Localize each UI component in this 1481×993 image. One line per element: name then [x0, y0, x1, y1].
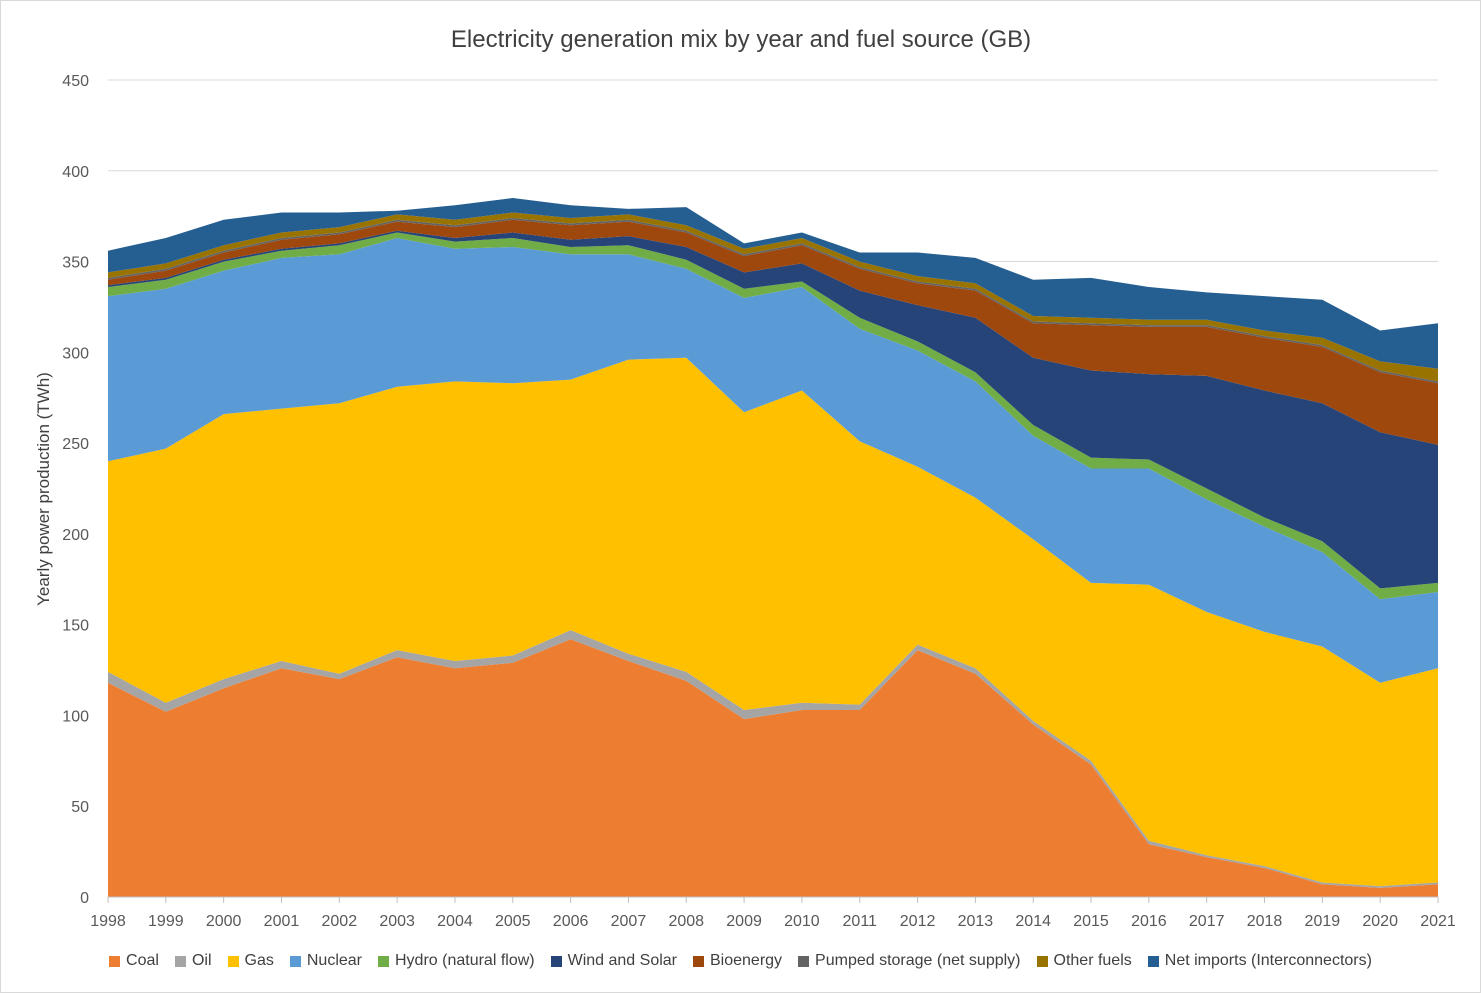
- legend-label: Coal: [126, 952, 159, 969]
- y-tick-label: 150: [62, 618, 89, 635]
- area-coal: [108, 639, 1438, 897]
- legend: Coal Oil Gas Nuclear Hydro (natural flow) Win…: [0, 952, 1481, 970]
- x-tick-label: 2017: [1189, 913, 1225, 930]
- x-tick-label: 2008: [668, 913, 704, 930]
- legend-label: Nuclear: [306, 952, 362, 969]
- legend-item: Wind and Solar: [550, 952, 677, 970]
- y-tick-label: 400: [62, 164, 89, 181]
- x-tick-label: 2003: [379, 913, 415, 930]
- legend-swatch: [550, 955, 562, 967]
- x-tick-label: 2010: [784, 913, 820, 930]
- legend-swatch: [289, 955, 301, 967]
- legend-label: Other fuels: [1053, 952, 1132, 969]
- legend-label: Wind and Solar: [567, 952, 677, 969]
- x-tick-label: 2019: [1305, 913, 1341, 930]
- x-tick-label: 2006: [553, 913, 589, 930]
- y-tick-label: 450: [62, 73, 89, 90]
- area-other-fuels: [108, 212, 1438, 382]
- legend-swatch: [227, 955, 239, 967]
- x-tick-label: 2001: [264, 913, 300, 930]
- y-tick-label: 200: [62, 527, 89, 544]
- legend-swatch: [798, 955, 810, 967]
- legend-swatch: [1036, 955, 1048, 967]
- legend-label: Bioenergy: [710, 952, 783, 969]
- x-tick-label: 2002: [322, 913, 358, 930]
- legend-item: Coal: [109, 952, 159, 970]
- y-tick-label: 300: [62, 345, 89, 362]
- x-tick-label: 1998: [90, 913, 126, 930]
- legend-item: Oil: [174, 952, 212, 970]
- legend-label: Oil: [191, 952, 212, 969]
- x-tick-label: 2021: [1420, 913, 1456, 930]
- legend-item: Pumped storage (net supply): [798, 952, 1021, 970]
- y-tick-label: 350: [62, 255, 89, 272]
- area-nuclear: [108, 238, 1438, 683]
- y-axis-label: Yearly power production (TWh): [34, 372, 53, 606]
- chart-title: Electricity generation mix by year and f…: [451, 26, 1031, 53]
- x-tick-label: 2018: [1247, 913, 1283, 930]
- x-tick-label: 2016: [1131, 913, 1167, 930]
- axes: 0 50 100 150 200 250 300 350 400 450 1998 1999 2000 2…: [62, 73, 1456, 930]
- x-tick-label: 1999: [148, 913, 184, 930]
- area-wind-and-solar: [108, 230, 1438, 589]
- area-series: [108, 198, 1438, 897]
- legend-label: Gas: [244, 952, 274, 969]
- y-tick-label: 50: [71, 799, 89, 816]
- legend-label: Hydro (natural flow): [395, 952, 535, 969]
- x-tick-label: 2020: [1362, 913, 1398, 930]
- area-bioenergy: [108, 219, 1438, 445]
- x-tick-label: 2011: [843, 913, 878, 930]
- legend-item: Net imports (Interconnectors): [1147, 952, 1372, 970]
- legend-item: Hydro (natural flow): [378, 952, 535, 970]
- x-tick-label: 2014: [1015, 913, 1051, 930]
- legend-swatch: [109, 955, 121, 967]
- x-tick-label: 2015: [1073, 913, 1109, 930]
- y-tick-label: 100: [62, 708, 89, 725]
- legend-swatch: [1147, 955, 1159, 967]
- legend-swatch: [174, 955, 186, 967]
- legend-item: Bioenergy: [693, 952, 782, 970]
- x-tick-label: 2005: [495, 913, 531, 930]
- legend-label: Net imports (Interconnectors): [1164, 952, 1372, 969]
- legend-item: Gas: [227, 952, 274, 970]
- legend-item: Other fuels: [1036, 952, 1132, 970]
- legend-label: Pumped storage (net supply): [815, 952, 1021, 969]
- x-tick-label: 2000: [206, 913, 242, 930]
- chart-svg: Electricity generation mix by year and f…: [34, 26, 1456, 930]
- area-gas: [108, 357, 1438, 887]
- x-tick-label: 2007: [611, 913, 647, 930]
- legend-swatch: [693, 955, 704, 967]
- y-tick-label: 250: [62, 436, 89, 453]
- x-tick-label: 2009: [726, 913, 762, 930]
- legend-item: Nuclear: [289, 952, 362, 970]
- legend-swatch: [378, 955, 389, 967]
- y-tick-label: 0: [80, 890, 89, 907]
- x-tick-label: 2013: [958, 913, 994, 930]
- x-tick-label: 2012: [900, 913, 936, 930]
- x-tick-label: 2004: [437, 913, 473, 930]
